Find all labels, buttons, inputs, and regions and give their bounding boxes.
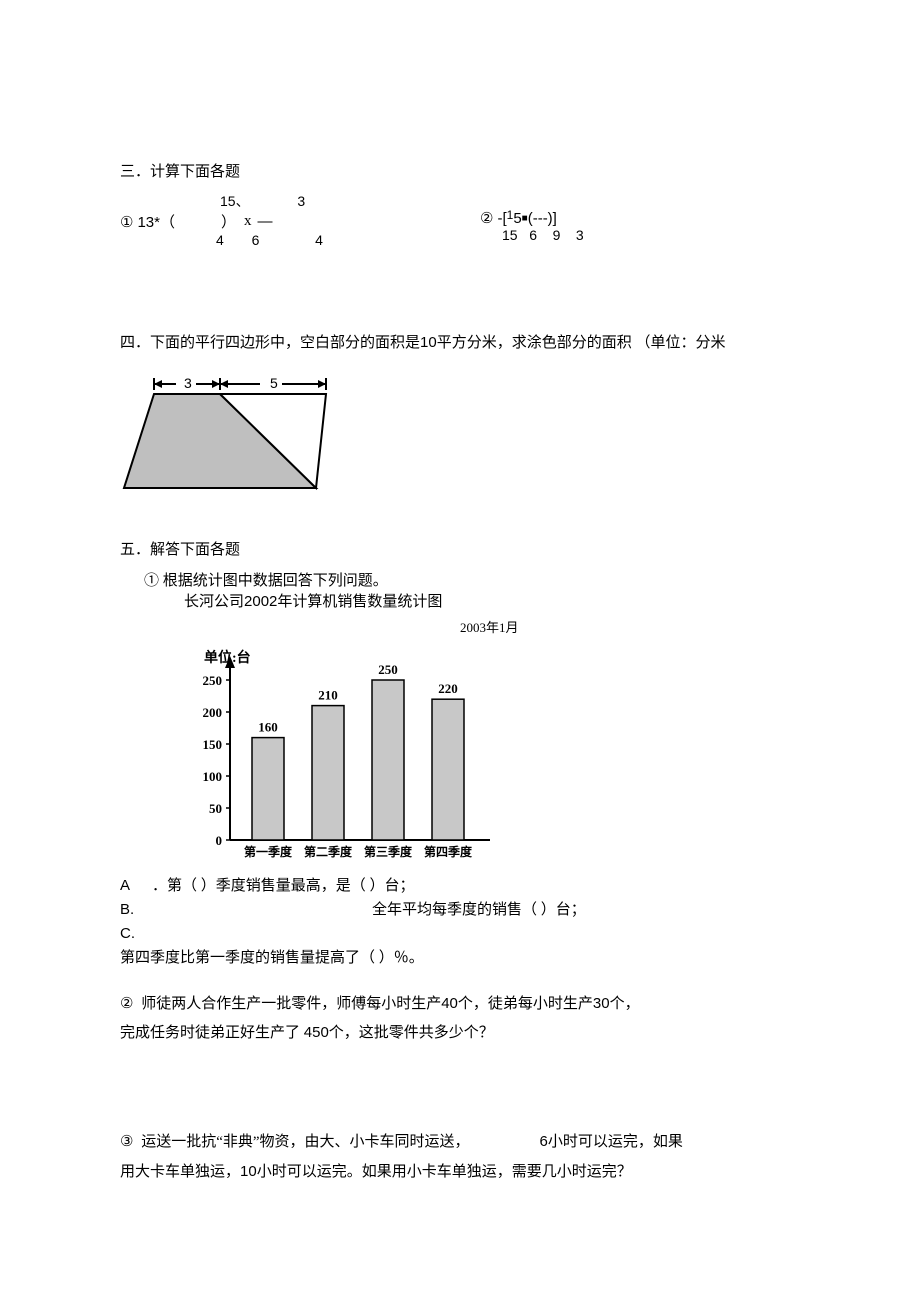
section5-problem3: ③ 运送一批抗“非典”物资，由大、小卡车同时运送， 6小时可以运完，如果 用大卡车…: [120, 1127, 800, 1187]
qa-a-label: A: [120, 874, 152, 898]
p2-circle: ②: [120, 990, 133, 1019]
svg-text:200: 200: [203, 705, 223, 720]
section3-problems: 15、 3 ① 13*（ ） x — 4 6 4: [120, 191, 800, 251]
p1-x: x: [244, 213, 252, 230]
chart-title-year: 2002: [244, 593, 277, 610]
p1-frac-line: —: [258, 213, 273, 230]
p1-bot-c: 4: [315, 232, 323, 248]
qa-row-b: B. 全年平均每季度的销售（ ）台；: [120, 898, 800, 922]
p2-l2a: 完成任务时徒弟正好生产了: [120, 1025, 304, 1041]
p1-lead: 13*（: [137, 211, 175, 232]
p3-circle: ③: [120, 1127, 133, 1157]
p1-top-sep: 、: [236, 193, 250, 209]
qa-b-text: 全年平均每季度的销售（ ）台；: [152, 898, 800, 922]
p1-paren-close: ）: [221, 211, 236, 232]
page: 三．计算下面各题 15、 3 ① 13*（ ） x — 4 6: [0, 0, 920, 1267]
p2-n2: 30: [593, 995, 610, 1012]
qa-c-text: 第四季度比第一季度的销售量提高了（ ）％。: [120, 946, 800, 970]
qa-row-a: A ．第（ ）季度销售量最高，是（ ）台；: [120, 874, 800, 898]
svg-text:210: 210: [318, 688, 338, 703]
svg-text:100: 100: [203, 769, 223, 784]
section5-sub1: ① 根据统计图中数据回答下列问题。: [144, 569, 800, 590]
svg-text:220: 220: [438, 681, 458, 696]
p1-circle: ①: [120, 213, 133, 231]
s4-tail: 平方分米，求涂色部分的面积 （单位：分米: [437, 335, 726, 351]
p2-l1c: 个，: [610, 996, 640, 1012]
p2-n3: 450: [304, 1024, 329, 1041]
p2-l1a: 师徒两人合作生产一批零件，师傅每小时生产: [137, 996, 441, 1012]
svg-text:第一季度: 第一季度: [244, 844, 293, 859]
p2-l1b: 个，徒弟每小时生产: [458, 996, 593, 1012]
p3-l2b: 小时可以运完。如果用小卡车单独运，需要几小时运完？: [257, 1164, 632, 1180]
p3-l1b: 小时可以运完，如果: [548, 1134, 683, 1150]
section5-problem2: ② 师徒两人合作生产一批零件，师傅每小时生产40个，徒弟每小时生产30个， 完成…: [120, 990, 800, 1047]
dim-label-5: 5: [270, 375, 278, 391]
svg-text:0: 0: [216, 833, 223, 848]
trapezoid-figure: 3 5: [120, 368, 348, 498]
p2-main: -[: [497, 210, 506, 227]
qa-row-c: C.: [120, 922, 800, 946]
svg-text:150: 150: [203, 737, 223, 752]
p2-n1: 40: [441, 995, 458, 1012]
p2-mid: 1: [507, 208, 514, 222]
p2-paren: (---)]: [528, 210, 557, 227]
p1-bot-row: 4 6 4: [120, 232, 323, 248]
svg-text:250: 250: [203, 673, 223, 688]
p2-l2b: 个，这批零件共多少个？: [329, 1025, 494, 1041]
p1-top-a: 15: [220, 193, 236, 209]
section5: 五．解答下面各题 ① 根据统计图中数据回答下列问题。 长河公司2002年计算机销…: [120, 538, 800, 1187]
p1-main-row: ① 13*（ ） x —: [120, 211, 323, 232]
qa-c-label: C.: [120, 922, 152, 946]
dim-label-3: 3: [184, 375, 192, 391]
qa-a-text: ．第（ ）季度销售量最高，是（ ）台；: [152, 874, 415, 898]
section3-title: 三．计算下面各题: [120, 160, 800, 181]
chart-title-b: 年计算机销售数量统计图: [277, 594, 442, 610]
p2-main-row: ②-[15■(---)]: [480, 209, 584, 227]
section4-title: 四．下面的平行四边形中，空白部分的面积是10平方分米，求涂色部分的面积 （单位：…: [120, 331, 800, 352]
section3-problem2: ②-[15■(---)] 15 6 9 3: [480, 191, 584, 243]
svg-text:250: 250: [378, 662, 398, 677]
p2-bot-row: 15 6 9 3: [480, 227, 584, 243]
s4-t1: 四．下面的平行四边形中，空白部分的面积是: [120, 335, 420, 351]
p1-bot-b: 6: [252, 232, 260, 248]
p3-l2a: 用大卡车单独运，: [120, 1164, 240, 1180]
bar-chart: 单位:台050100150200250160第一季度210第二季度250第三季度…: [160, 640, 500, 870]
svg-text:50: 50: [209, 801, 222, 816]
section5-title: 五．解答下面各题: [120, 538, 800, 559]
svg-text:第二季度: 第二季度: [304, 844, 353, 859]
section3-problem1: 15、 3 ① 13*（ ） x — 4 6 4: [120, 191, 323, 248]
p1-bot-a: 4: [216, 232, 224, 248]
p1-top-row: 15、 3: [120, 191, 323, 211]
svg-text:第四季度: 第四季度: [424, 844, 473, 859]
qa-b-label: B.: [120, 898, 152, 922]
section5-qa: A ．第（ ）季度销售量最高，是（ ）台； B. 全年平均每季度的销售（ ）台；…: [120, 874, 800, 970]
p2-mid2: 5: [513, 210, 521, 227]
svg-text:第三季度: 第三季度: [364, 844, 413, 859]
chart-title: 长河公司2002年计算机销售数量统计图: [184, 590, 800, 611]
p3-n1: 6: [540, 1133, 548, 1150]
svg-text:160: 160: [258, 720, 278, 735]
s4-area-num: 10: [420, 334, 437, 351]
chart-date: 2003年1月: [460, 617, 800, 636]
chart-title-a: 长河公司: [184, 594, 244, 610]
p1-top-b: 3: [297, 193, 305, 209]
p3-l1a: 运送一批抗“非典”物资，由大、小卡车同时运送，: [137, 1134, 469, 1150]
p3-n2: 10: [240, 1163, 257, 1180]
p2-circle: ②: [480, 209, 493, 227]
